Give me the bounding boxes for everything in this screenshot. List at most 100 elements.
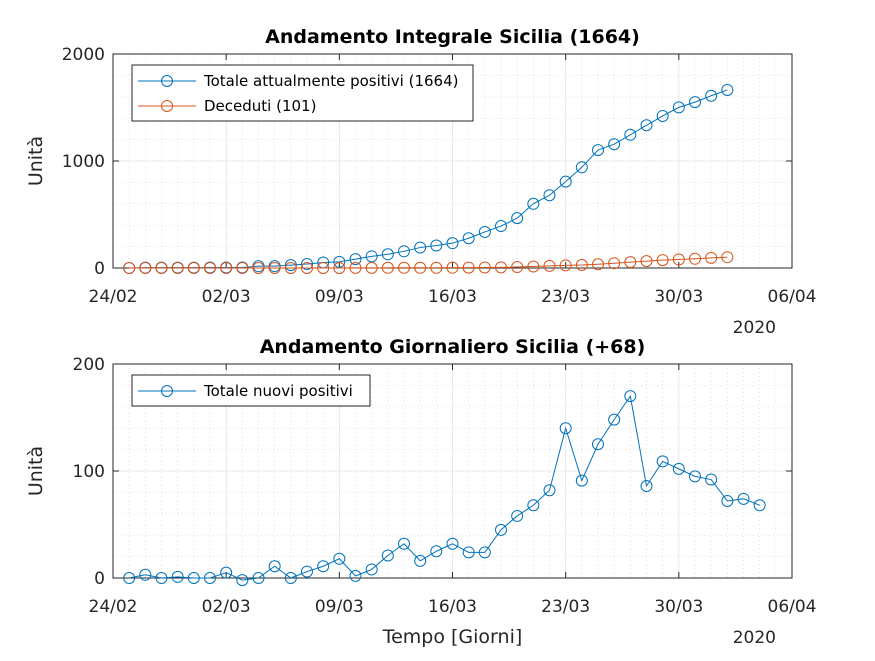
data-point — [559, 175, 572, 188]
data-point — [349, 569, 362, 582]
series-2 — [123, 251, 734, 274]
legend-marker — [161, 385, 173, 397]
data-point — [381, 549, 394, 562]
data-point — [462, 546, 475, 559]
x-tick-label: 24/02 — [89, 597, 138, 617]
chart-title: Andamento Integrale Sicilia (1664) — [265, 26, 640, 48]
chart-1: 24/02 02/03 09/03 16/03 23/03 30/03 06/04 0 1000… — [25, 26, 817, 338]
x-tick-label: 30/03 — [654, 597, 703, 617]
legend-entry: Totale attualmente positivi (1664) — [203, 72, 459, 90]
data-point — [478, 225, 491, 238]
data-point — [414, 241, 427, 254]
data-point — [398, 537, 410, 550]
data-point — [543, 484, 556, 497]
data-point — [721, 251, 734, 264]
data-point — [365, 563, 378, 576]
data-point — [123, 262, 136, 274]
data-point — [220, 262, 233, 274]
data-point — [575, 474, 588, 487]
data-point — [640, 479, 653, 492]
x-axis-label: Tempo [Giorni] — [382, 626, 523, 648]
y-tick-label: 2000 — [62, 45, 105, 65]
data-point — [559, 422, 572, 435]
data-point — [689, 96, 701, 109]
data-point — [220, 566, 233, 579]
data-point — [284, 259, 297, 272]
data-point — [624, 390, 637, 403]
x-tick-label: 30/03 — [654, 287, 703, 307]
data-point — [753, 499, 766, 512]
y-tick-label: 0 — [94, 569, 105, 589]
legend-marker — [161, 100, 173, 112]
y-tick-label: 200 — [73, 355, 105, 375]
data-point — [640, 255, 653, 268]
legend-box — [131, 64, 474, 122]
data-point — [155, 262, 168, 274]
data-point — [171, 262, 184, 274]
data-point — [430, 261, 443, 274]
year-label: 2020 — [733, 318, 776, 338]
x-tick-label: 06/04 — [768, 287, 817, 307]
data-point — [236, 574, 249, 587]
data-point — [592, 144, 604, 157]
data-point — [333, 255, 346, 268]
data-point — [575, 161, 588, 174]
data-point — [608, 257, 621, 270]
data-point — [171, 570, 184, 583]
data-point — [511, 509, 524, 522]
legend: Totale attualmente positivi (1664) Decedu… — [131, 64, 474, 122]
x-tick-label: 23/03 — [541, 287, 590, 307]
data-point — [333, 262, 346, 274]
data-point — [527, 260, 540, 273]
x-tick-label: 06/04 — [768, 597, 817, 617]
data-point — [365, 261, 378, 274]
data-point — [495, 523, 507, 536]
data-point — [624, 256, 637, 269]
data-point — [284, 572, 297, 584]
data-point — [705, 473, 718, 486]
data-point — [705, 89, 718, 102]
data-point — [672, 101, 685, 114]
y-axis-label: Unità — [25, 136, 47, 186]
legend: Totale nuovi positivi — [131, 374, 371, 407]
data-point — [301, 565, 313, 578]
data-point — [204, 572, 216, 584]
data-point — [284, 262, 297, 274]
data-point — [414, 554, 427, 567]
data-point — [381, 261, 394, 274]
x-tick-label: 09/03 — [315, 287, 364, 307]
data-point — [252, 572, 265, 584]
data-point — [349, 261, 362, 274]
data-point — [527, 499, 540, 512]
x-tick-label: 16/03 — [428, 597, 477, 617]
data-point — [381, 248, 394, 261]
x-tick-label: 09/03 — [315, 597, 364, 617]
data-point — [333, 552, 346, 565]
data-point — [236, 262, 249, 274]
data-point — [430, 545, 443, 558]
data-point — [462, 232, 475, 245]
year-label: 2020 — [733, 628, 776, 648]
data-point — [689, 252, 701, 265]
data-point — [478, 546, 491, 559]
data-point — [301, 258, 313, 271]
legend-entry: Deceduti (101) — [204, 97, 316, 115]
data-point — [575, 259, 588, 271]
series-line — [129, 394, 760, 581]
y-tick-label: 100 — [73, 462, 105, 482]
data-point — [705, 251, 718, 264]
data-point — [624, 128, 637, 141]
legend-entry: Totale nuovi positivi — [203, 382, 353, 400]
y-tick-label: 0 — [94, 259, 105, 279]
data-point — [608, 138, 621, 151]
data-point — [446, 261, 459, 274]
data-point — [721, 494, 734, 507]
data-point — [592, 258, 604, 271]
data-point — [527, 197, 540, 210]
data-point — [737, 492, 750, 505]
data-point — [139, 262, 152, 274]
series-1 — [123, 390, 766, 587]
data-point — [656, 109, 669, 122]
data-point — [721, 83, 734, 96]
